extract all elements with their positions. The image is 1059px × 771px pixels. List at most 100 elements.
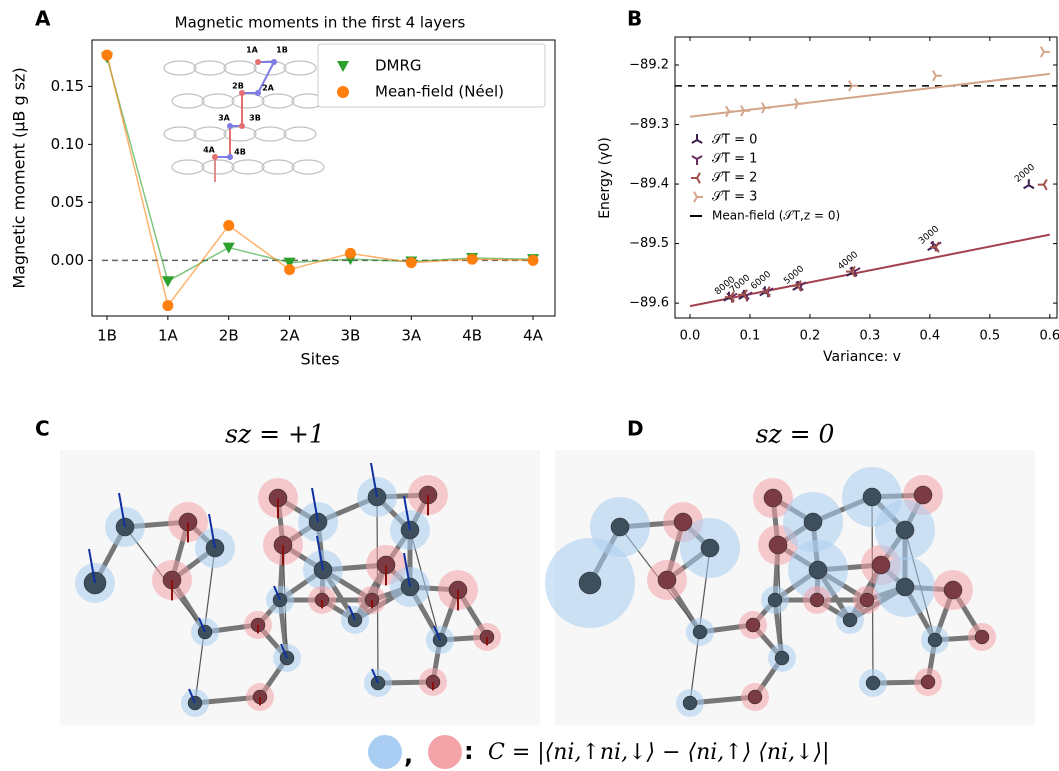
point (794, 97, 804, 110)
point (283, 257, 296, 269)
inset-layer (193, 60, 227, 76)
point (222, 242, 235, 254)
legend-marker (337, 86, 349, 98)
atom (809, 592, 825, 608)
chart-title: Magnetic moments in the first 4 layers (175, 14, 466, 32)
y-tick-label: −89.3 (629, 117, 669, 132)
atom (862, 487, 882, 507)
atom (871, 555, 891, 575)
y-tick-label: −89.4 (629, 177, 669, 192)
marker-stroke (738, 295, 745, 300)
marker-stroke (931, 75, 937, 82)
inset-layer (261, 93, 295, 109)
panel-label: B (627, 7, 642, 31)
x-tick-label: 1B (97, 327, 117, 345)
spin-arrow (198, 617, 206, 633)
marker-stroke (851, 271, 856, 278)
spin-arrow (188, 688, 196, 704)
marker-stroke (761, 107, 766, 114)
point (466, 253, 478, 265)
marker-stroke (854, 267, 861, 272)
point (845, 265, 856, 278)
inset-label: 2A (262, 84, 275, 93)
inset-label: 2B (232, 82, 244, 91)
inset-label: 3A (218, 114, 231, 123)
spin-arrow (208, 513, 216, 549)
marker-stroke (693, 191, 698, 198)
atom (920, 674, 936, 690)
marker-stroke (759, 291, 766, 297)
inset-atom (255, 59, 261, 65)
atom (895, 577, 915, 597)
inset-layer (223, 60, 257, 76)
molecule (545, 450, 1035, 725)
marker-stroke (696, 177, 701, 184)
marker-stroke (746, 291, 753, 297)
panel-title: sz = 0 (756, 420, 835, 449)
legend-label: 𝒮T = 2 (712, 171, 757, 186)
inset-label: 3B (249, 114, 261, 123)
legend-label: Mean-field (Néel) (375, 83, 504, 101)
marker-stroke (729, 291, 735, 298)
inset (163, 59, 325, 182)
spin-arrow (311, 487, 319, 523)
atom (700, 538, 720, 558)
point (1037, 178, 1048, 191)
atom (865, 675, 881, 691)
atom (859, 592, 875, 608)
legend-label: DMRG (375, 57, 422, 75)
point (161, 276, 174, 288)
atom (927, 632, 943, 648)
inset-atom (212, 154, 218, 160)
y-tick-label: 0.05 (51, 193, 84, 211)
atom (808, 560, 828, 580)
marker-stroke (794, 103, 799, 110)
marker-stroke (797, 285, 802, 292)
marker-stroke (765, 291, 771, 298)
legend-label: 𝒮T = 1 (712, 152, 757, 167)
y-tick-label: −89.5 (629, 236, 669, 251)
panel-title: sz = +1 (225, 420, 325, 449)
spin-arrow (403, 552, 411, 588)
inset-layer (171, 159, 205, 175)
spin-arrow (370, 462, 378, 498)
panel-label: D (627, 417, 644, 441)
marker-stroke (725, 110, 730, 118)
marker-stroke (765, 286, 771, 293)
spin-arrow (280, 643, 288, 659)
spin-arrow (348, 605, 356, 621)
caption-formula: C = |⟨ni,↑ni,↓⟩ − ⟨ni,↑⟩ ⟨ni,↓⟩| (488, 740, 830, 765)
inset-atom (239, 90, 245, 96)
point (101, 49, 113, 61)
y-tick-label: 0.10 (51, 135, 84, 153)
inset-atom (239, 123, 245, 129)
bond-dimension-label: 6000 (749, 269, 773, 292)
spin-arrow (403, 495, 411, 531)
marker-stroke (743, 294, 748, 301)
marker-stroke (1028, 184, 1035, 190)
point (740, 105, 750, 117)
y-axis-label: Energy (γ0) (597, 137, 613, 219)
bond-dimension-label: 2000 (1013, 162, 1037, 185)
legend-label: 𝒮T = 3 (712, 190, 757, 205)
legend-swatch (428, 735, 462, 769)
marker-stroke (743, 289, 748, 296)
y-tick-label: −89.6 (629, 296, 669, 311)
point (737, 289, 748, 301)
x-tick-label: 2A (280, 327, 301, 345)
atom (768, 535, 788, 555)
spin-arrow (273, 585, 281, 601)
atom (747, 689, 763, 705)
atom (673, 512, 693, 532)
marker-stroke (1042, 178, 1048, 186)
marker-stroke (1039, 51, 1045, 58)
marker-stroke (934, 246, 940, 253)
marker-stroke (800, 281, 807, 287)
inset-layer (291, 159, 325, 175)
x-tick-label: 0.3 (860, 329, 881, 344)
x-tick-label: 0.5 (979, 329, 1000, 344)
inset-atom (227, 123, 233, 129)
legend-label: Mean-field (𝒮T,z = 0) (712, 209, 840, 223)
inset-layer (283, 126, 317, 142)
legend-box (317, 43, 546, 108)
